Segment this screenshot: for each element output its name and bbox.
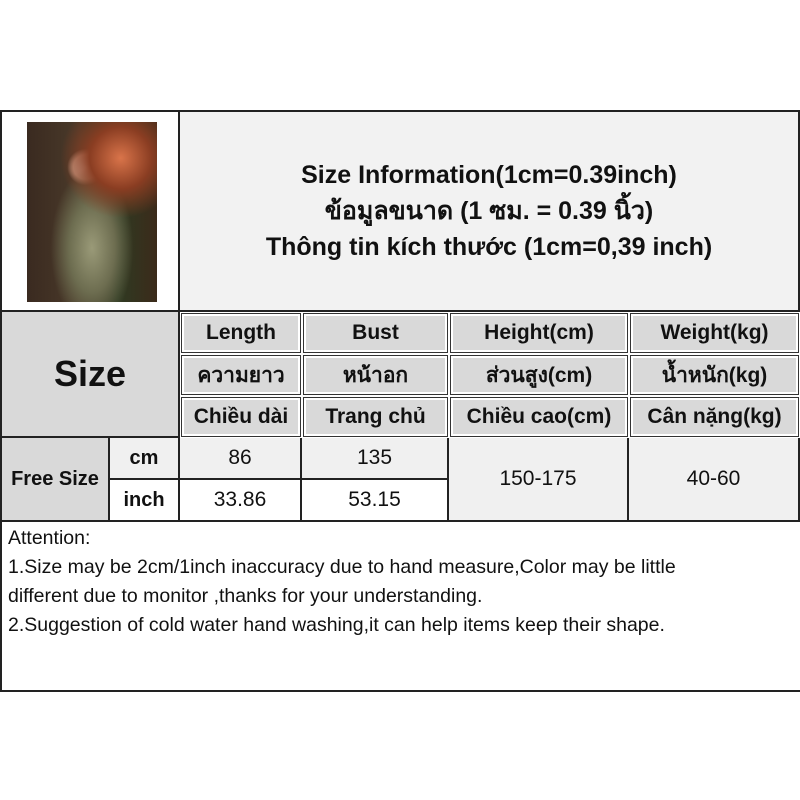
- header-bust-th: หน้าอก: [303, 355, 448, 395]
- weight-range: 40-60: [629, 438, 800, 522]
- header-weight-en: Weight(kg): [630, 313, 799, 353]
- header-bust-vi: Trang chủ: [303, 397, 448, 437]
- header-height-en: Height(cm): [450, 313, 628, 353]
- height-range: 150-175: [449, 438, 629, 522]
- size-chart: Size Information(1cm=0.39inch) ข้อมูลขนา…: [0, 110, 800, 692]
- row-label-free-size: Free Size: [2, 438, 110, 522]
- length-cm: 86: [180, 438, 302, 480]
- product-photo-cell: [2, 112, 180, 312]
- product-photo: [27, 122, 157, 302]
- attention-line-3: 2.Suggestion of cold water hand washing,…: [8, 614, 665, 636]
- header-bust-en: Bust: [303, 313, 448, 353]
- bust-inch: 53.15: [302, 480, 449, 522]
- attention-line-1: 1.Size may be 2cm/1inch inaccuracy due t…: [8, 556, 676, 578]
- title-english: Size Information(1cm=0.39inch): [301, 161, 677, 189]
- header-weight-vi: Cân nặng(kg): [630, 397, 799, 437]
- size-label: Size: [2, 312, 180, 438]
- header-weight-th: น้ำหนัก(kg): [630, 355, 799, 395]
- attention-line-2: different due to monitor ,thanks for you…: [8, 585, 483, 607]
- length-inch: 33.86: [180, 480, 302, 522]
- title-thai: ข้อมูลขนาด (1 ซม. = 0.39 นิ้ว): [324, 197, 654, 225]
- header-length-th: ความยาว: [181, 355, 301, 395]
- header-height-vi: Chiều cao(cm): [450, 397, 628, 437]
- attention-notes: Attention: 1.Size may be 2cm/1inch inacc…: [8, 524, 788, 640]
- title-cell: Size Information(1cm=0.39inch) ข้อมูลขนา…: [180, 112, 800, 312]
- unit-inch: inch: [110, 480, 180, 522]
- bust-cm: 135: [302, 438, 449, 480]
- header-height-th: ส่วนสูง(cm): [450, 355, 628, 395]
- unit-cm: cm: [110, 438, 180, 480]
- title-vietnamese: Thông tin kích thước (1cm=0,39 inch): [265, 233, 713, 261]
- attention-heading: Attention:: [8, 527, 91, 549]
- header-length-vi: Chiều dài: [181, 397, 301, 437]
- header-length-en: Length: [181, 313, 301, 353]
